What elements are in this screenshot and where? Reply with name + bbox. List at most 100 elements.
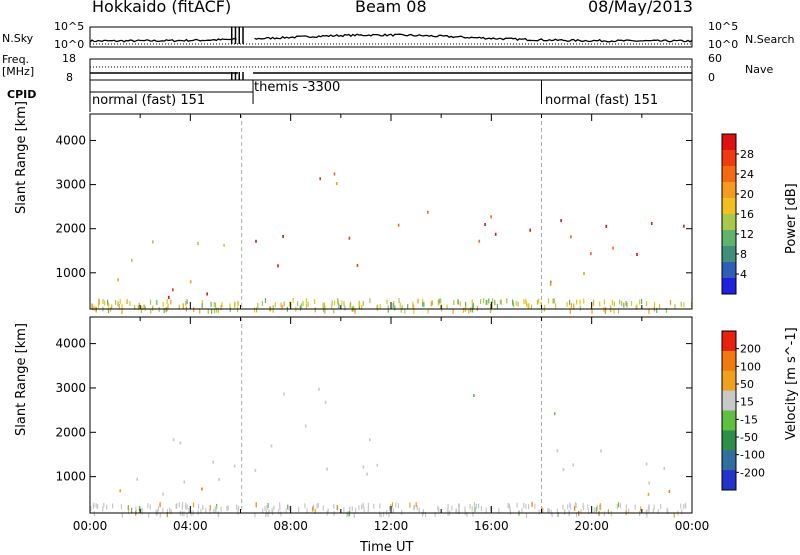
heatmap-cell	[387, 307, 389, 313]
heatmap-cell	[207, 308, 209, 314]
heatmap-cell	[103, 502, 105, 508]
heatmap-cell	[379, 304, 381, 310]
nsearch-top-tick: 10^5	[708, 20, 739, 33]
heatmap-cell	[506, 298, 508, 304]
heatmap-cell	[211, 308, 213, 314]
heatmap-cell	[490, 308, 492, 314]
heatmap-cell	[668, 489, 671, 493]
colorbar-tick-label: -50	[740, 431, 758, 444]
power-heatmap	[91, 172, 693, 314]
colorbar-swatch	[722, 350, 736, 372]
heatmap-cell	[299, 305, 301, 311]
heatmap-cell	[262, 508, 264, 514]
heatmap-cell	[289, 301, 291, 307]
heatmap-cell	[388, 512, 390, 518]
heatmap-cell	[281, 304, 283, 310]
colorbar-tick-label: 50	[740, 378, 754, 391]
heatmap-cell	[516, 502, 518, 508]
heatmap-cell	[264, 505, 266, 511]
heatmap-cell	[552, 298, 554, 304]
heatmap-cell	[323, 307, 325, 313]
heatmap-cell	[256, 307, 258, 313]
heatmap-cell	[610, 304, 612, 310]
panel-frame	[89, 113, 693, 310]
heatmap-cell	[183, 480, 186, 484]
heatmap-cell	[126, 299, 128, 305]
heatmap-cell	[412, 303, 414, 309]
heatmap-cell	[215, 307, 217, 313]
colorbar-tick-label: 4	[740, 268, 747, 281]
heatmap-cell	[213, 308, 215, 314]
heatmap-cell	[680, 503, 682, 509]
heatmap-cell	[451, 505, 453, 511]
heatmap-cell	[119, 298, 121, 304]
x-tick-label: 08:00	[273, 519, 308, 533]
heatmap-cell	[93, 511, 95, 517]
heatmap-cell	[513, 302, 515, 308]
heatmap-cell	[648, 508, 650, 514]
heatmap-cell	[470, 307, 472, 313]
heatmap-cell	[440, 298, 442, 304]
heatmap-cell	[525, 298, 527, 304]
heatmap-cell	[90, 506, 92, 512]
heatmap-cell	[409, 502, 411, 508]
heatmap-cell	[569, 504, 572, 510]
heatmap-cell	[424, 512, 427, 518]
top-panel-frames	[89, 26, 693, 112]
heatmap-cell	[343, 301, 345, 307]
heatmap-cell	[202, 504, 204, 510]
heatmap-cell	[355, 507, 357, 513]
x-tick-label: 00:00	[675, 519, 710, 533]
heatmap-cell	[572, 463, 575, 467]
heatmap-cell	[373, 503, 375, 509]
heatmap-cell	[471, 299, 473, 305]
heatmap-cell	[278, 508, 280, 514]
heatmap-cell	[176, 503, 178, 509]
heatmap-cell	[166, 298, 168, 304]
heatmap-cell	[526, 301, 528, 307]
heatmap-cell	[333, 308, 335, 314]
heatmap-cell	[573, 303, 575, 309]
colorbar-swatch	[722, 262, 736, 279]
heatmap-cell	[144, 305, 146, 311]
heatmap-cell	[612, 246, 614, 250]
heatmap-cell	[229, 303, 231, 309]
x-tick-label: 12:00	[374, 519, 409, 533]
heatmap-cell	[489, 506, 492, 512]
heatmap-cell	[107, 308, 110, 314]
heatmap-cell	[645, 462, 648, 466]
heatmap-cell	[182, 502, 184, 507]
heatmap-cell	[186, 299, 188, 305]
heatmap-cell	[401, 304, 403, 310]
y-tick-label: 2000	[55, 425, 86, 439]
heatmap-cell	[628, 508, 630, 514]
colorbar-tick-label: -15	[740, 413, 758, 426]
freq-bottom-tick: 8	[66, 71, 73, 84]
colorbar-swatch	[722, 450, 736, 471]
velocity-heatmap	[90, 387, 687, 518]
nave-bottom-tick: 0	[708, 71, 715, 84]
heatmap-cell	[494, 300, 496, 306]
heatmap-cell	[650, 222, 653, 225]
heatmap-cell	[447, 508, 449, 514]
heatmap-cell	[630, 301, 633, 306]
heatmap-cell	[273, 505, 275, 511]
heatmap-cell	[110, 307, 112, 313]
heatmap-cell	[304, 503, 306, 509]
heatmap-cell	[143, 304, 145, 310]
colorbars: 28 24 20 16 12 8 4 200 100 50 15 -15 -50 -100 -200	[721, 133, 765, 491]
heatmap-cell	[314, 508, 316, 514]
heatmap-cell	[383, 511, 385, 517]
heatmap-cell	[582, 505, 585, 511]
heatmap-cell	[119, 489, 121, 493]
heatmap-cell	[266, 504, 268, 510]
heatmap-cell	[285, 508, 287, 514]
heatmap-cell	[201, 303, 203, 309]
heatmap-cell	[540, 301, 542, 307]
heatmap-cell	[473, 394, 475, 397]
heatmap-cell	[324, 308, 326, 314]
heatmap-cell	[485, 299, 487, 305]
heatmap-cell	[201, 300, 203, 305]
heatmap-cell	[134, 304, 136, 310]
heatmap-cell	[553, 412, 556, 416]
